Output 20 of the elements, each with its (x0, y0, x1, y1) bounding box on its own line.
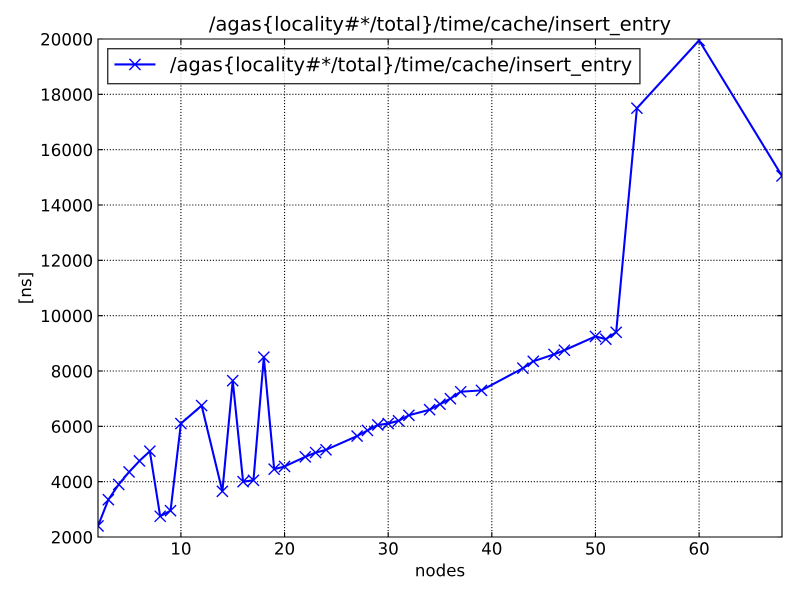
y-tick-label: 14000 (42, 198, 92, 212)
x-tick-label: 10 (172, 542, 190, 555)
legend-label: /agas{locality#*/total}/time/cache/insert_entry (170, 56, 632, 76)
x-tick-label: 60 (690, 542, 709, 555)
y-tick-label: 2000 (52, 530, 92, 544)
y-tick-label: 8000 (52, 364, 92, 378)
y-tick-label: 6000 (52, 420, 92, 433)
y-tick-label: 16000 (42, 144, 92, 156)
y-tick-label: 18000 (42, 88, 92, 101)
x-tick-label: 30 (378, 542, 398, 555)
y-tick-label: 4000 (52, 476, 92, 488)
y-axis-title: [ns] (18, 273, 34, 303)
y-tick-label: 20000 (41, 32, 92, 46)
y-tick-label: 12000 (42, 254, 92, 267)
x-axis-title: nodes (416, 564, 464, 576)
y-tick-label: 10000 (42, 310, 92, 322)
x-tick-label: 40 (482, 542, 502, 555)
x-tick-label: 20 (275, 542, 294, 555)
chart-title: /agas{locality#*/total}/time/cache/insert_entry (208, 16, 671, 36)
x-tick-label: 50 (586, 542, 605, 555)
